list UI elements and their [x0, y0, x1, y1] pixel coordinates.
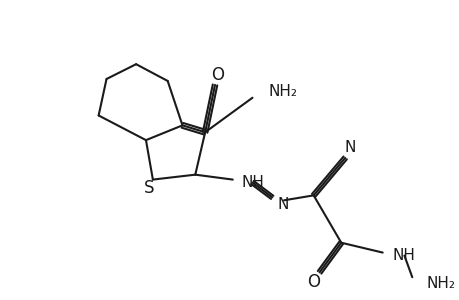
Text: NH₂: NH₂ [425, 276, 454, 291]
Text: S: S [143, 179, 154, 197]
Text: N: N [277, 197, 288, 212]
Text: NH: NH [241, 175, 264, 190]
Text: N: N [344, 140, 355, 154]
Text: NH₂: NH₂ [268, 84, 297, 99]
Text: NH: NH [392, 248, 414, 263]
Text: O: O [211, 66, 224, 84]
Text: O: O [307, 273, 319, 291]
